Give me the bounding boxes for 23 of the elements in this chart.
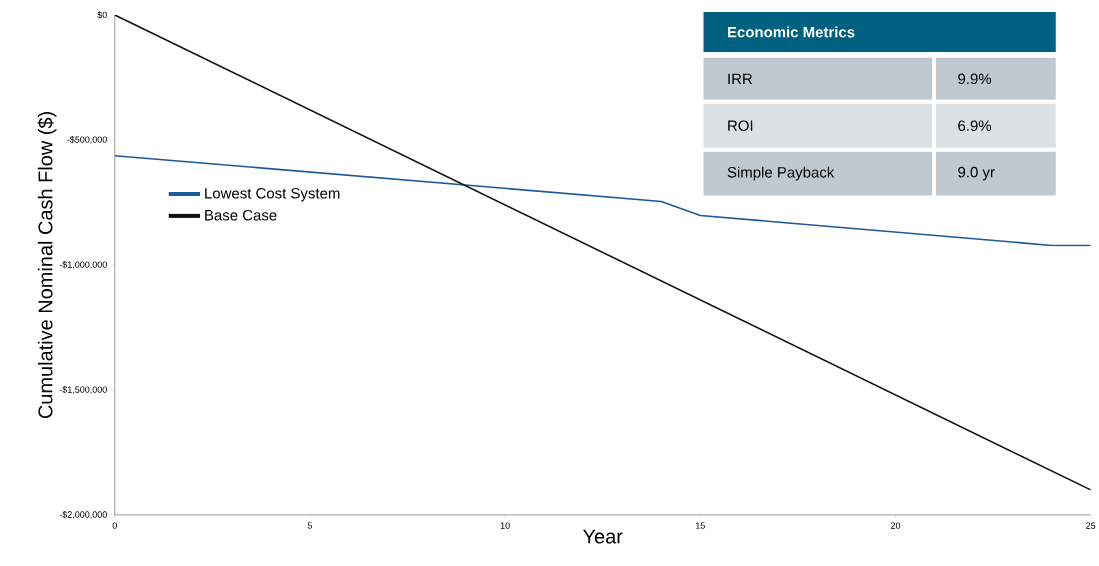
annotation: 9.9% [958,73,992,85]
annotation: 6.9% [958,120,992,132]
annotation: Simple Payback [727,166,835,181]
x-tick-label: 0 [112,522,117,529]
x-tick-label: 20 [890,522,901,529]
annotation: IRR [728,73,753,85]
y-tick-label: -$2,000,000 [59,511,107,519]
line-series [114,155,1091,247]
y-tick-label: -$500,000 [67,136,107,144]
x-tick-label: 15 [696,522,705,529]
y-tick-label: -$1,000,000 [59,261,107,269]
legend-label: Base Case [205,210,277,221]
y-tick-label: -$1,500,000 [59,386,107,394]
legend-label: Lowest Cost System [205,188,340,202]
x-tick-label: 25 [1086,522,1096,529]
x-tick-label: 10 [500,522,510,529]
y-tick-label: $0 [97,11,107,19]
x-axis-title: Year [583,529,623,544]
y-axis-title: Cumulative Nominal Cash Flow ($) [37,112,57,419]
annotation: 9.0 yr [958,166,995,181]
annotation: Economic Metrics [728,26,855,38]
x-tick-label: 5 [307,522,313,529]
annotation: ROI [728,120,753,132]
